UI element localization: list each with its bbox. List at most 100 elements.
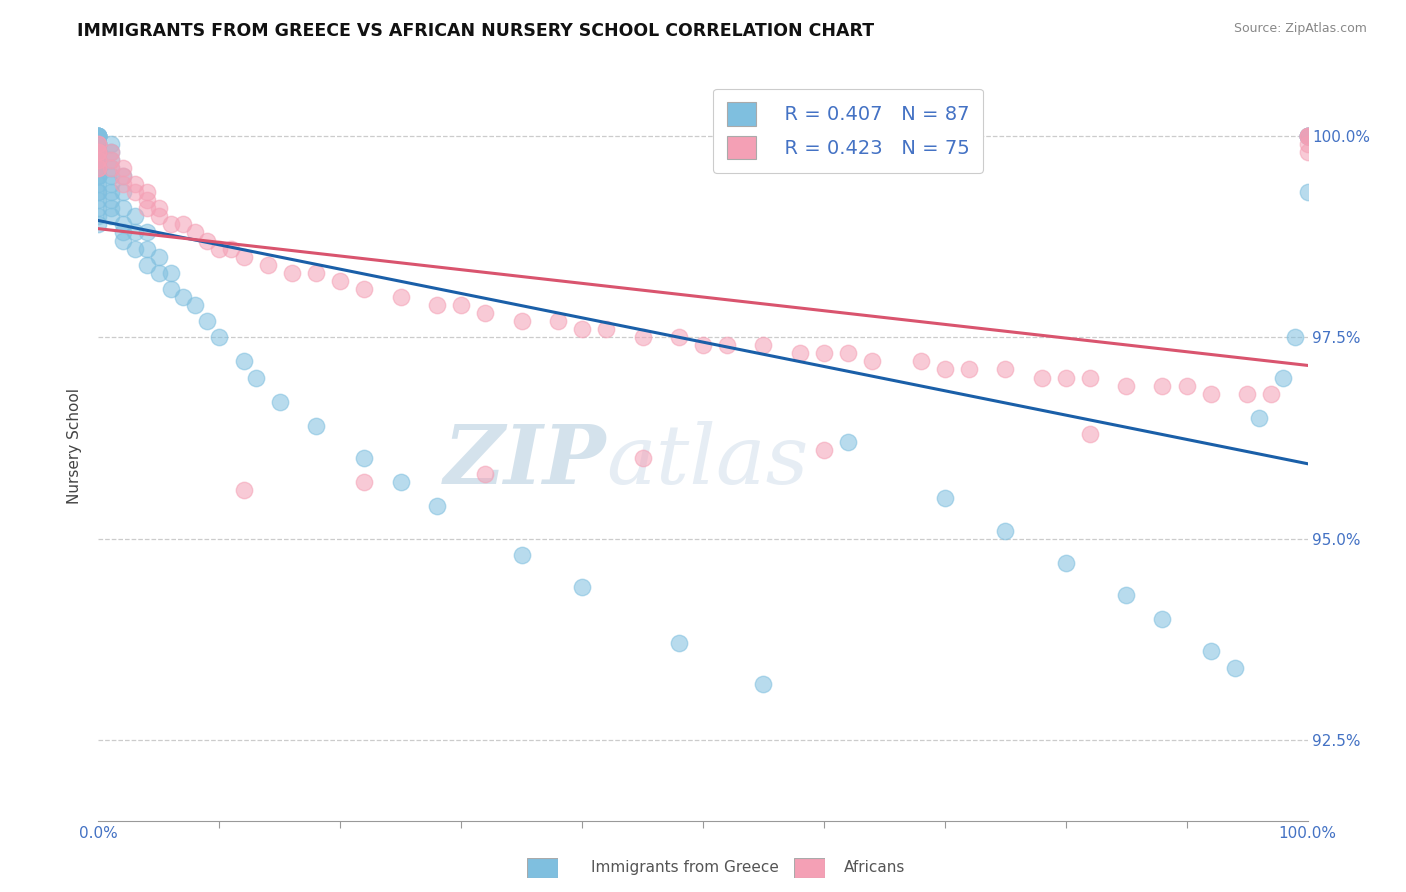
Point bbox=[87, 128, 110, 143]
Point bbox=[474, 467, 496, 482]
Point bbox=[547, 314, 569, 328]
Y-axis label: Nursery School: Nursery School bbox=[67, 388, 83, 504]
Point bbox=[100, 153, 122, 167]
Point bbox=[111, 234, 134, 248]
Point bbox=[245, 370, 267, 384]
Point bbox=[256, 258, 278, 272]
Point bbox=[221, 242, 243, 256]
Point bbox=[87, 136, 110, 151]
Point bbox=[1078, 426, 1101, 441]
Point bbox=[595, 322, 617, 336]
Point bbox=[668, 636, 690, 650]
Point bbox=[281, 266, 304, 280]
Point bbox=[1296, 128, 1319, 143]
Point bbox=[87, 145, 110, 159]
Point bbox=[87, 194, 110, 208]
Point bbox=[195, 314, 218, 328]
Point bbox=[87, 202, 110, 216]
Point bbox=[1296, 145, 1319, 159]
Point bbox=[813, 443, 835, 458]
Point bbox=[305, 266, 328, 280]
Point bbox=[1175, 378, 1198, 392]
Point bbox=[135, 242, 157, 256]
Point bbox=[1296, 128, 1319, 143]
Point bbox=[87, 161, 110, 175]
Point bbox=[87, 185, 110, 199]
Point bbox=[692, 338, 714, 352]
Point bbox=[860, 354, 883, 368]
Point bbox=[87, 128, 110, 143]
Point bbox=[1249, 410, 1271, 425]
Point bbox=[87, 145, 110, 159]
Point bbox=[837, 434, 859, 449]
Point bbox=[1078, 370, 1101, 384]
Point bbox=[87, 128, 110, 143]
Point bbox=[1296, 128, 1319, 143]
Point bbox=[87, 169, 110, 183]
Point bbox=[160, 218, 183, 232]
Point bbox=[87, 177, 110, 191]
Point bbox=[87, 128, 110, 143]
Point bbox=[87, 128, 110, 143]
Point bbox=[172, 218, 194, 232]
Legend:   R = 0.407   N = 87,   R = 0.423   N = 75: R = 0.407 N = 87, R = 0.423 N = 75 bbox=[713, 88, 983, 173]
Point bbox=[1031, 370, 1053, 384]
Text: atlas: atlas bbox=[606, 421, 808, 501]
Point bbox=[1296, 128, 1319, 143]
Point bbox=[994, 524, 1017, 538]
Point bbox=[1296, 128, 1319, 143]
Point bbox=[87, 161, 110, 175]
Point bbox=[208, 330, 231, 344]
Point bbox=[510, 548, 533, 562]
Point bbox=[232, 483, 254, 498]
Point bbox=[934, 491, 956, 506]
Point bbox=[87, 136, 110, 151]
Point bbox=[1054, 370, 1077, 384]
Point bbox=[789, 346, 811, 360]
Point bbox=[100, 202, 122, 216]
Point bbox=[668, 330, 690, 344]
Point bbox=[957, 362, 980, 376]
Point bbox=[353, 451, 375, 466]
Point bbox=[87, 145, 110, 159]
Point bbox=[426, 298, 449, 312]
Point bbox=[269, 394, 291, 409]
Point bbox=[1272, 370, 1295, 384]
Point bbox=[124, 177, 146, 191]
Point bbox=[124, 226, 146, 240]
Point bbox=[426, 500, 449, 514]
Point bbox=[100, 161, 122, 175]
Point bbox=[1296, 185, 1319, 199]
Point bbox=[232, 250, 254, 264]
Point bbox=[1284, 330, 1306, 344]
Point bbox=[87, 128, 110, 143]
Point bbox=[111, 169, 134, 183]
Point bbox=[111, 169, 134, 183]
Point bbox=[100, 161, 122, 175]
Point bbox=[87, 153, 110, 167]
Point bbox=[124, 185, 146, 199]
Point bbox=[172, 290, 194, 304]
Point bbox=[135, 185, 157, 199]
Point bbox=[111, 161, 134, 175]
Point bbox=[329, 274, 352, 288]
Point bbox=[87, 161, 110, 175]
Point bbox=[1152, 378, 1174, 392]
Point bbox=[100, 177, 122, 191]
Point bbox=[111, 218, 134, 232]
Point bbox=[100, 194, 122, 208]
Point bbox=[1223, 660, 1246, 674]
Point bbox=[100, 145, 122, 159]
Point bbox=[148, 202, 170, 216]
Point bbox=[752, 338, 775, 352]
Text: Immigrants from Greece: Immigrants from Greece bbox=[591, 861, 779, 875]
Point bbox=[1199, 386, 1222, 401]
Point bbox=[160, 266, 183, 280]
Point bbox=[910, 354, 932, 368]
Point bbox=[934, 362, 956, 376]
Point bbox=[1054, 556, 1077, 570]
Point bbox=[1152, 612, 1174, 626]
Point bbox=[1296, 136, 1319, 151]
Point bbox=[631, 451, 654, 466]
Point bbox=[87, 210, 110, 224]
